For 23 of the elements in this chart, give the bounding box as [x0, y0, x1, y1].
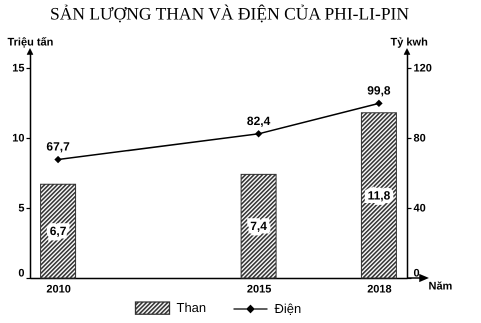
y-axis-title: Triệu tấn — [8, 36, 54, 48]
y2-tick-label: 120 — [414, 62, 432, 74]
data-label: 7,4 — [250, 219, 268, 234]
y-tick-label: 0 — [18, 268, 24, 280]
y-tick-label: 5 — [18, 202, 24, 214]
x-axis-title: Năm — [428, 280, 453, 292]
x-tick-label: 2010 — [46, 284, 71, 296]
y2-axis-title: Tỷ kwh — [390, 36, 428, 48]
y-tick-label: 15 — [12, 62, 24, 74]
data-label: 82,4 — [246, 114, 271, 128]
y2-tick-label: 40 — [414, 202, 426, 214]
chart-title: SẢN LƯỢNG THAN VÀ ĐIỆN CỦA PHI-LI-PIN — [50, 4, 410, 24]
y2-tick-label: 80 — [414, 132, 426, 144]
y2-tick-label: 0 — [414, 268, 420, 280]
y-tick-label: 10 — [12, 132, 24, 144]
x-tick-label: 2015 — [246, 284, 272, 296]
data-label: 67,7 — [46, 140, 70, 154]
data-label: 6,7 — [50, 224, 67, 238]
data-label: 99,8 — [367, 83, 391, 98]
legend-label: Điện — [274, 301, 302, 316]
legend-label: Than — [176, 300, 206, 316]
data-label: 11,8 — [368, 188, 391, 202]
x-tick-label: 2018 — [367, 284, 392, 296]
